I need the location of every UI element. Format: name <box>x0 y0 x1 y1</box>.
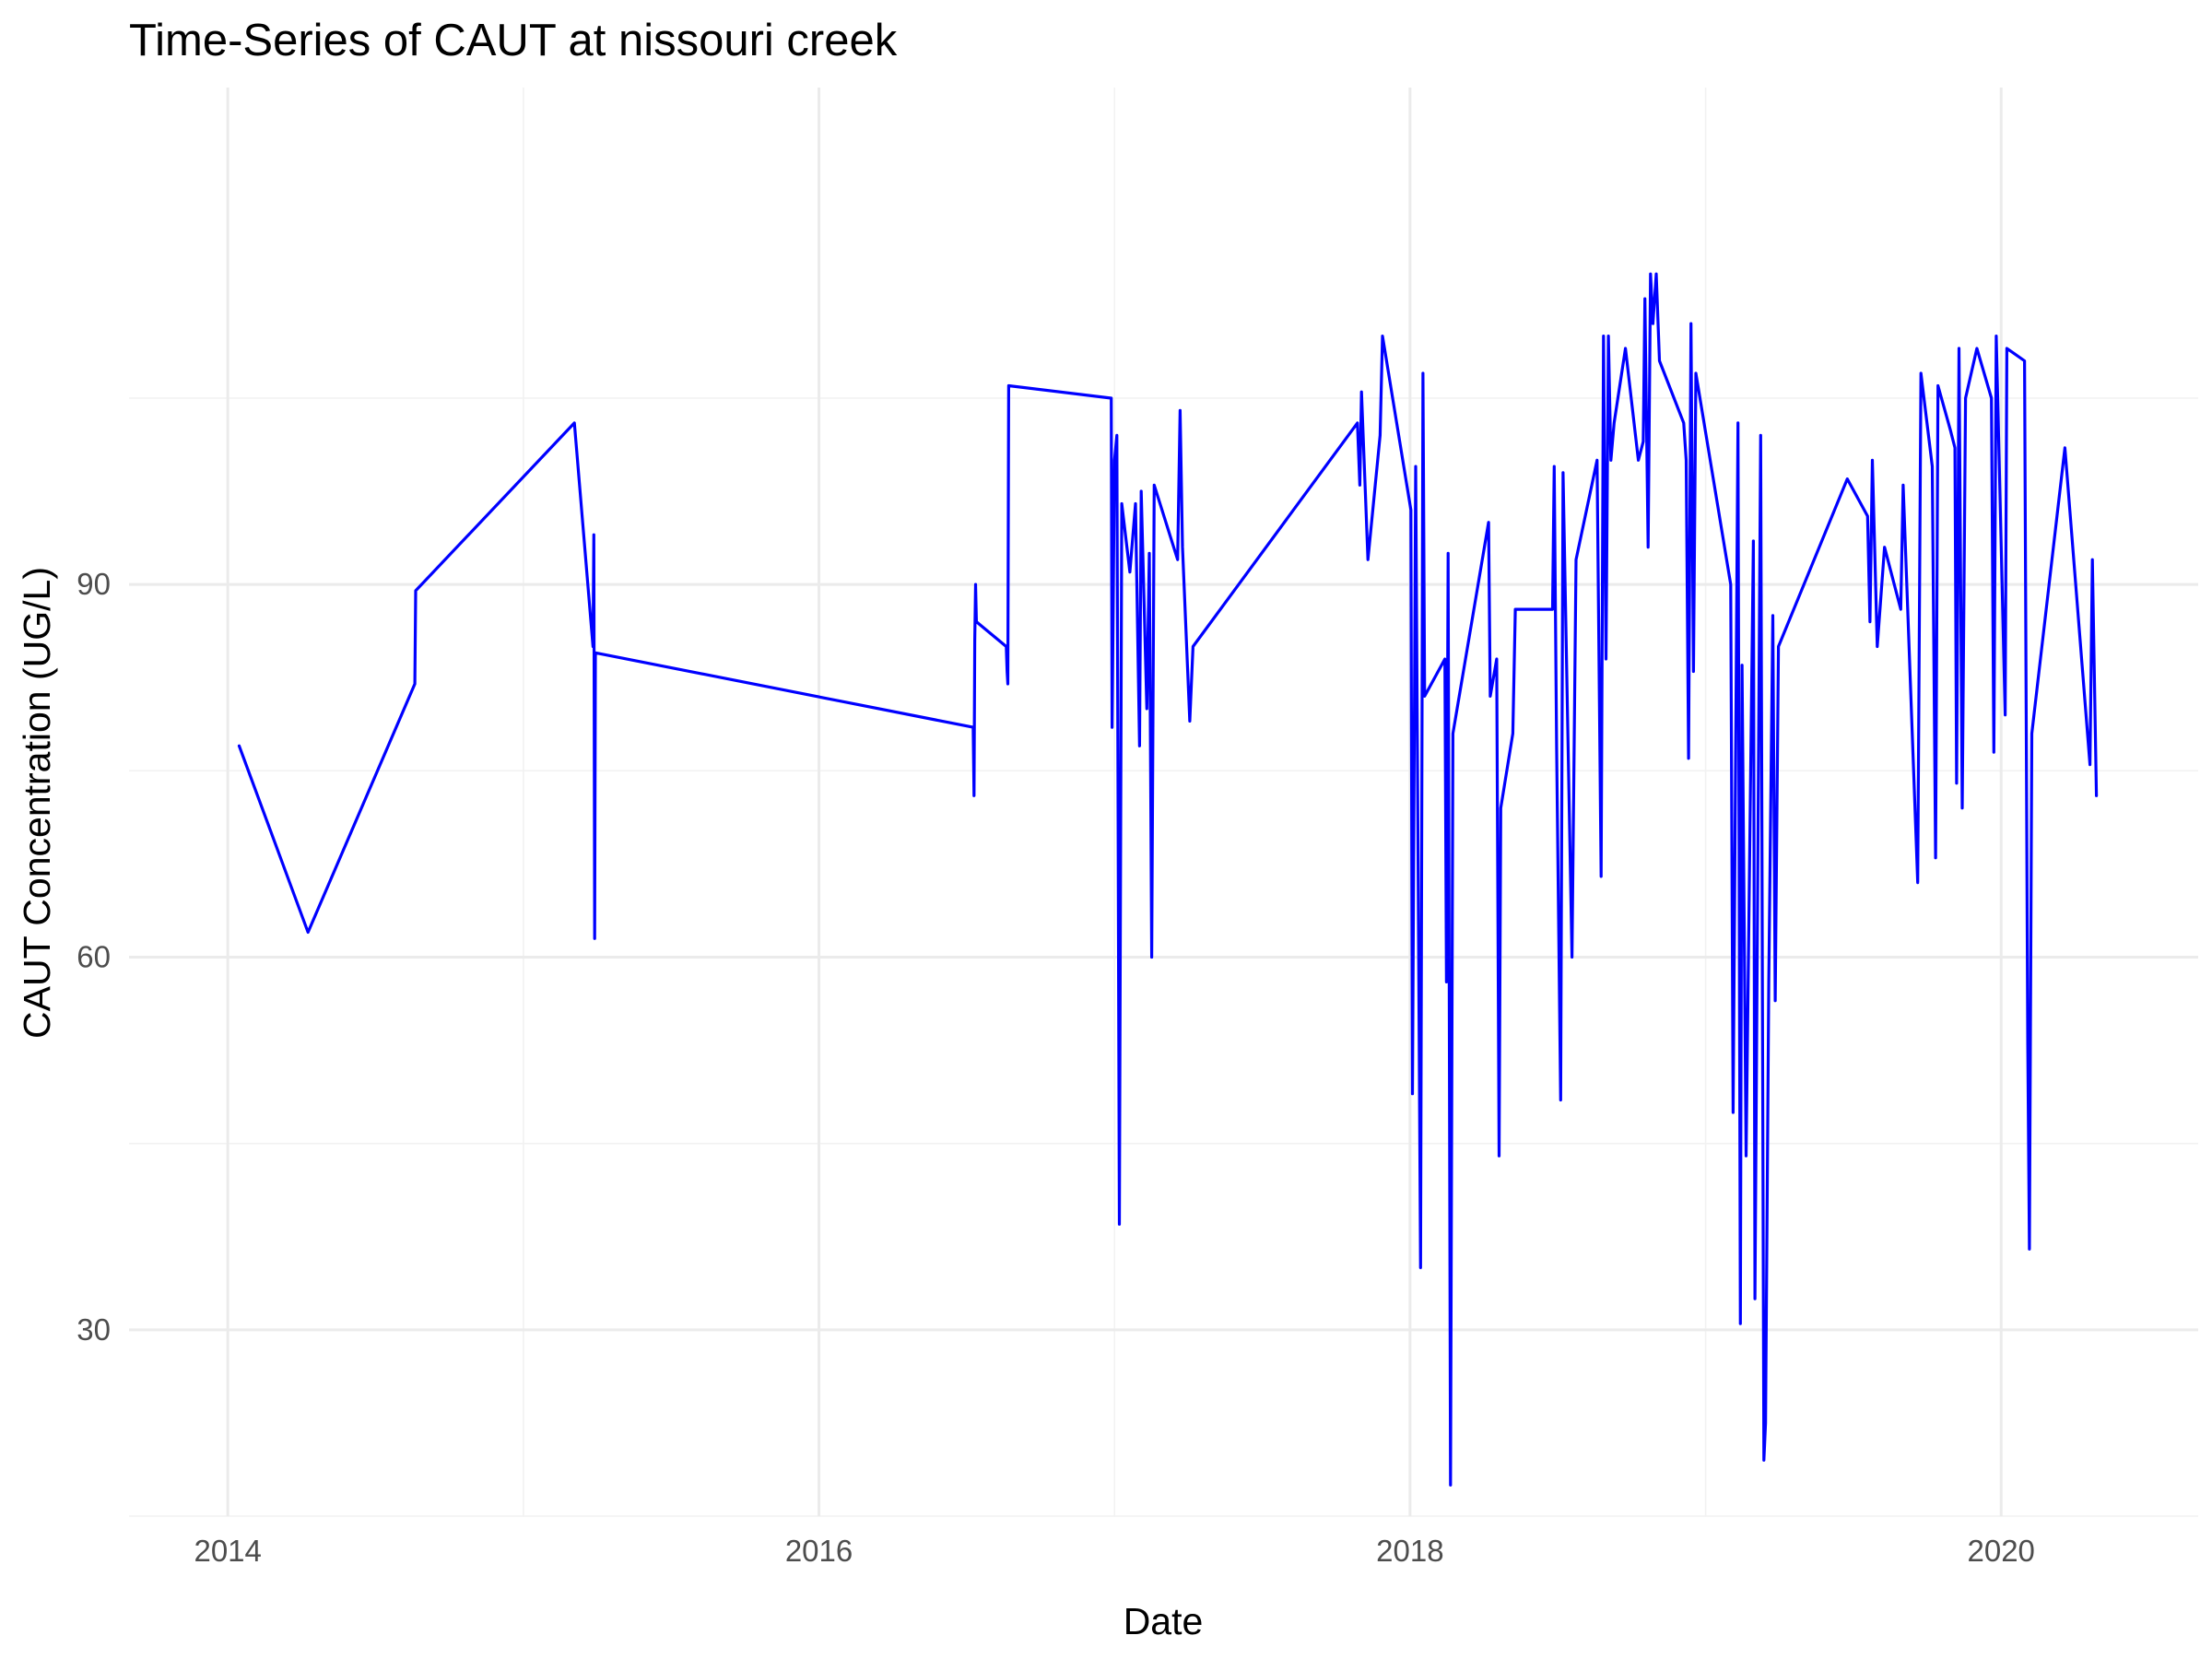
y-tick-label: 60 <box>76 939 111 973</box>
y-tick-label: 90 <box>76 567 111 601</box>
x-tick-label: 2016 <box>785 1534 853 1568</box>
grid <box>129 88 2198 1517</box>
y-axis-ticks: 30 60 90 <box>76 567 111 1347</box>
y-axis-title: CAUT Concentration (UG/L) <box>16 567 58 1039</box>
x-tick-label: 2020 <box>1968 1534 2035 1568</box>
series-layer <box>237 272 2099 1487</box>
x-axis-title: Date <box>1124 1600 1204 1642</box>
x-axis-ticks: 2014 2016 2018 2020 <box>194 1534 2034 1568</box>
series-line-0 <box>237 272 2099 1487</box>
x-tick-label: 2018 <box>1376 1534 1443 1568</box>
x-tick-label: 2014 <box>194 1534 261 1568</box>
y-tick-label: 30 <box>76 1312 111 1347</box>
chart-title: Time-Series of CAUT at nissouri creek <box>129 16 898 65</box>
